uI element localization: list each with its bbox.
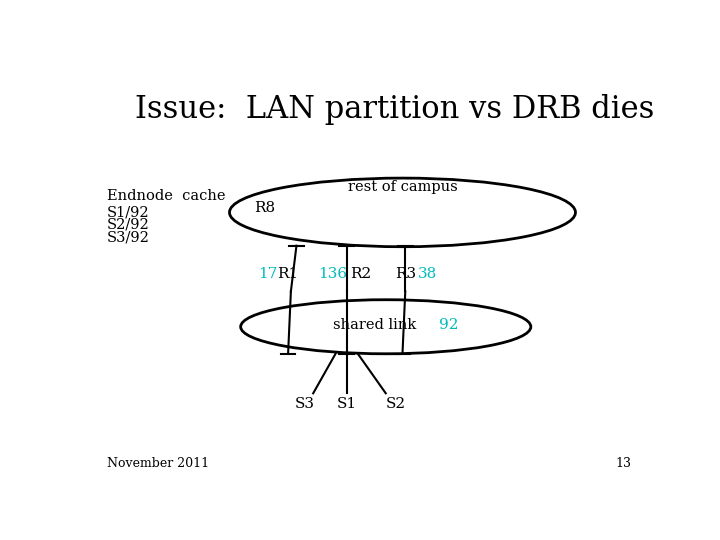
Text: S2/92: S2/92 <box>107 218 150 232</box>
Text: R2: R2 <box>350 267 372 281</box>
Text: S1: S1 <box>337 397 356 411</box>
Text: S3/92: S3/92 <box>107 231 150 245</box>
Text: 13: 13 <box>616 457 631 470</box>
Text: S3: S3 <box>294 397 315 411</box>
Text: 17: 17 <box>258 267 277 281</box>
Text: November 2011: November 2011 <box>107 457 209 470</box>
Text: Endnode  cache: Endnode cache <box>107 189 225 203</box>
Text: shared link: shared link <box>333 318 416 332</box>
Text: 136: 136 <box>318 267 347 281</box>
Text: S1/92: S1/92 <box>107 205 149 219</box>
Text: R1: R1 <box>277 267 298 281</box>
Text: R3: R3 <box>395 267 416 281</box>
Text: 38: 38 <box>418 267 437 281</box>
Text: R8: R8 <box>255 201 276 215</box>
Text: 92: 92 <box>438 318 458 332</box>
Text: Issue:  LAN partition vs DRB dies: Issue: LAN partition vs DRB dies <box>135 94 654 125</box>
Text: rest of campus: rest of campus <box>348 180 457 194</box>
Text: S2: S2 <box>386 397 406 411</box>
